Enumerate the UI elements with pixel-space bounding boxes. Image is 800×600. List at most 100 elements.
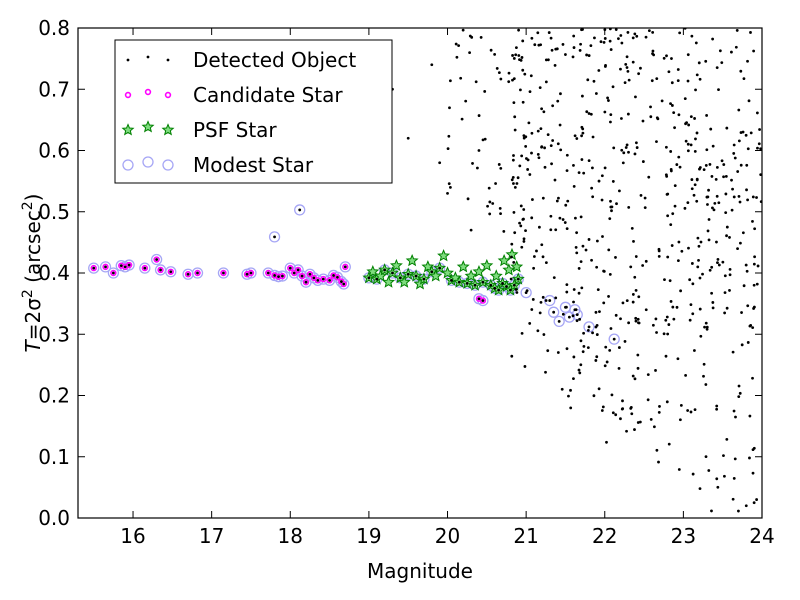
detected-object-point <box>592 79 596 83</box>
detected-object-point <box>631 374 635 378</box>
detected-object-point <box>468 51 471 54</box>
detected-object-point <box>594 92 598 95</box>
detected-object-point <box>449 186 452 189</box>
detected-object-point <box>737 509 740 513</box>
detected-object-point <box>600 174 604 178</box>
detected-object-point <box>621 301 625 305</box>
detected-object-point <box>632 239 635 243</box>
detected-object-point <box>520 154 524 158</box>
detected-object-point <box>635 34 639 38</box>
detected-object-point <box>578 371 582 375</box>
legend-marker <box>142 156 154 168</box>
detected-object-point <box>519 88 522 92</box>
detected-object-point <box>481 299 485 302</box>
detected-object-point <box>694 137 697 141</box>
detected-object-point <box>515 182 519 185</box>
detected-object-point <box>620 117 623 120</box>
detected-object-point <box>546 349 550 353</box>
detected-object-point <box>579 260 583 264</box>
detected-object-point <box>471 162 474 165</box>
detected-object-point <box>734 415 737 419</box>
detected-object-point <box>662 332 666 336</box>
modest-star-point <box>165 266 177 278</box>
x-tick-label: 18 <box>278 524 303 548</box>
detected-object-point <box>704 455 708 458</box>
detected-object-point <box>705 148 709 152</box>
detected-object-point <box>728 289 731 292</box>
detected-object-point <box>617 37 620 41</box>
detected-object-point <box>672 111 676 115</box>
legend-box <box>114 39 393 184</box>
detected-object-point <box>670 104 674 107</box>
detected-object-point <box>595 239 599 243</box>
detected-object-point <box>561 218 565 221</box>
detected-object-point <box>710 175 714 178</box>
detected-object-point <box>579 42 582 46</box>
detected-object-point <box>717 88 720 92</box>
detected-object-point <box>737 108 741 112</box>
detected-object-point <box>630 412 634 416</box>
legend-marker <box>166 58 170 62</box>
detected-object-point <box>746 59 749 63</box>
modest-star-point <box>335 275 348 288</box>
detected-object-point <box>629 405 633 409</box>
detected-object-point <box>569 388 572 392</box>
psf-star-point <box>456 260 470 273</box>
detected-object-point <box>266 271 270 275</box>
detected-object-point <box>657 460 660 464</box>
modest-star-point <box>304 268 316 280</box>
detected-object-point <box>667 323 671 326</box>
legend-marker <box>122 159 134 171</box>
detected-object-point <box>159 268 162 272</box>
detected-object-point <box>752 283 756 287</box>
detected-object-point <box>686 409 690 412</box>
detected-object-point <box>572 300 575 304</box>
detected-object-point <box>744 133 748 137</box>
detected-object-point <box>644 35 648 39</box>
detected-object-point <box>559 92 562 96</box>
detected-object-point <box>707 218 711 221</box>
detected-object-point <box>737 395 741 399</box>
detected-object-point <box>666 192 670 196</box>
detected-object-point <box>634 288 638 292</box>
detected-object-point <box>551 104 555 108</box>
detected-object-point <box>624 62 628 66</box>
detected-object-point <box>725 126 729 130</box>
detected-object-point <box>741 231 745 235</box>
detected-object-point <box>730 50 733 54</box>
detected-object-point <box>543 165 547 169</box>
y-tick-label: 0.6 <box>38 139 70 163</box>
detected-object-point <box>540 107 544 111</box>
y-tick-label: 0.2 <box>38 384 70 408</box>
detected-object-point <box>507 80 511 84</box>
psf-star-point <box>472 264 486 278</box>
detected-object-point <box>737 194 741 198</box>
detected-object-point <box>518 221 521 225</box>
detected-object-point <box>575 137 579 140</box>
detected-object-point <box>711 206 714 210</box>
detected-object-point <box>738 200 742 204</box>
detected-object-point <box>702 374 705 378</box>
detected-object-point <box>288 266 292 270</box>
detected-object-point <box>644 308 648 312</box>
detected-object-point <box>704 59 708 63</box>
detected-object-point <box>339 280 343 283</box>
detected-object-point <box>497 288 501 292</box>
detected-object-point <box>759 173 762 177</box>
detected-object-point <box>684 373 687 377</box>
detected-object-point <box>572 355 576 359</box>
detected-object-point <box>574 246 578 249</box>
modest-star-point <box>608 333 620 345</box>
detected-object-point <box>572 46 576 49</box>
detected-object-point <box>647 29 651 33</box>
detected-object-point <box>625 66 629 69</box>
detected-object-point <box>630 227 634 230</box>
psf-star-point <box>510 260 524 273</box>
detected-object-point <box>744 263 748 267</box>
detected-object-point <box>671 305 675 309</box>
detected-object-point <box>673 204 677 208</box>
detected-object-point <box>483 90 487 93</box>
detected-object-point <box>752 501 756 505</box>
detected-object-point <box>516 176 520 180</box>
